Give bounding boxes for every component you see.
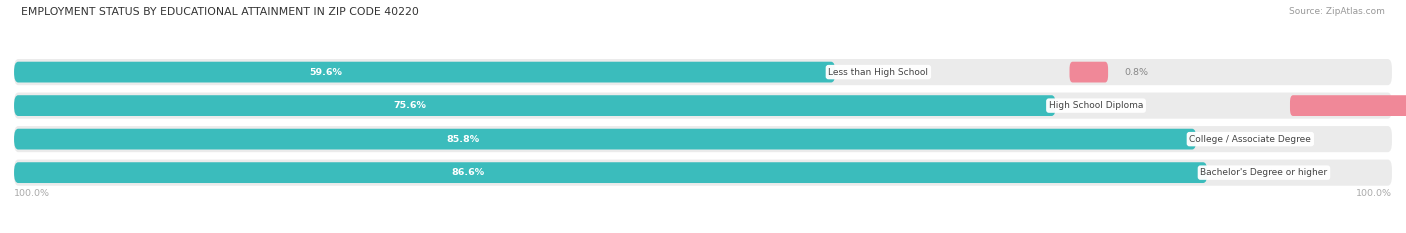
Text: High School Diploma: High School Diploma bbox=[1049, 101, 1143, 110]
Text: Source: ZipAtlas.com: Source: ZipAtlas.com bbox=[1289, 7, 1385, 16]
FancyBboxPatch shape bbox=[14, 129, 1197, 150]
Text: EMPLOYMENT STATUS BY EDUCATIONAL ATTAINMENT IN ZIP CODE 40220: EMPLOYMENT STATUS BY EDUCATIONAL ATTAINM… bbox=[21, 7, 419, 17]
Text: 85.8%: 85.8% bbox=[447, 135, 479, 144]
FancyBboxPatch shape bbox=[14, 59, 1392, 85]
Text: 100.0%: 100.0% bbox=[14, 189, 51, 198]
Text: College / Associate Degree: College / Associate Degree bbox=[1189, 135, 1312, 144]
Text: Less than High School: Less than High School bbox=[828, 68, 928, 77]
Text: 75.6%: 75.6% bbox=[394, 101, 426, 110]
FancyBboxPatch shape bbox=[14, 62, 835, 82]
FancyBboxPatch shape bbox=[14, 95, 1056, 116]
Text: 59.6%: 59.6% bbox=[309, 68, 343, 77]
FancyBboxPatch shape bbox=[14, 93, 1392, 119]
FancyBboxPatch shape bbox=[14, 126, 1392, 152]
FancyBboxPatch shape bbox=[14, 162, 1208, 183]
Text: 0.8%: 0.8% bbox=[1125, 68, 1149, 77]
FancyBboxPatch shape bbox=[1289, 95, 1406, 116]
Text: 86.6%: 86.6% bbox=[451, 168, 484, 177]
Text: 100.0%: 100.0% bbox=[1355, 189, 1392, 198]
Text: Bachelor's Degree or higher: Bachelor's Degree or higher bbox=[1201, 168, 1327, 177]
FancyBboxPatch shape bbox=[1070, 62, 1108, 82]
FancyBboxPatch shape bbox=[14, 160, 1392, 186]
